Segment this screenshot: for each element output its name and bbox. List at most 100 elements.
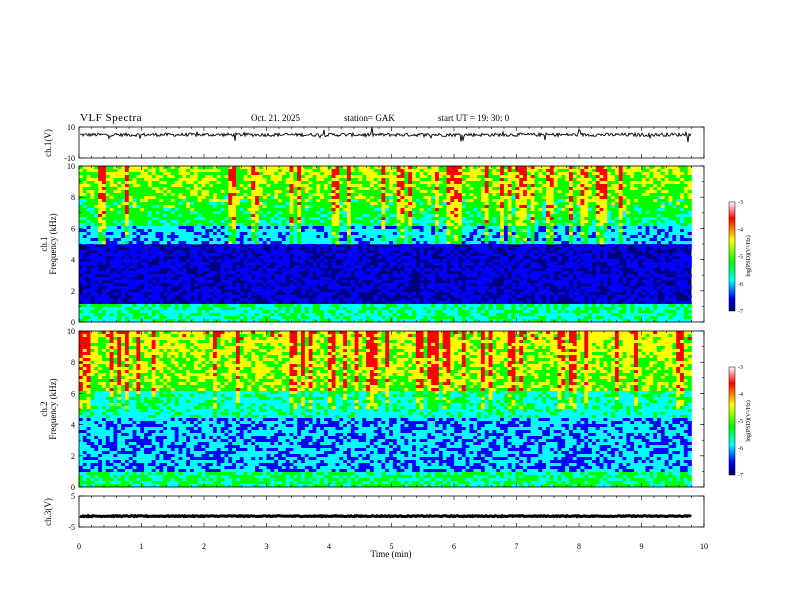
spectrogram-cell [105, 253, 110, 257]
spectrogram-cell [197, 169, 202, 173]
spectrogram-cell [255, 172, 260, 176]
spectrogram-cell [473, 208, 478, 212]
spectrogram-cell [408, 166, 413, 170]
spectrogram-cell [392, 247, 398, 251]
spectrogram-cell [101, 241, 107, 245]
spectrogram-cell [117, 199, 122, 203]
spectrogram-cell [132, 313, 137, 317]
spectrogram-cell [408, 310, 413, 314]
spectrogram-cell [258, 190, 264, 194]
spectrogram-cell [415, 205, 421, 209]
spectrogram-cell [205, 316, 210, 320]
spectrogram-cell [358, 316, 363, 320]
spectrogram-cell [285, 193, 290, 197]
spectrogram-cell [339, 271, 344, 275]
spectrogram-cell [389, 196, 394, 200]
spectrogram-cell [324, 232, 329, 236]
spectrogram-cell [190, 292, 195, 296]
spectrogram-cell [415, 304, 421, 308]
spectrogram-cell [369, 217, 375, 221]
spectrogram-cell [297, 250, 302, 254]
spectrogram-cell [216, 307, 221, 311]
spectrogram-cell [251, 319, 256, 323]
spectrogram-cell [201, 304, 206, 308]
spectrogram-cell [262, 253, 267, 257]
spectrogram-cell [167, 277, 172, 281]
spectrogram-cell [136, 232, 141, 236]
spectrogram-cell [109, 214, 114, 218]
spectrogram-cell [320, 181, 325, 185]
spectrogram-cell [201, 202, 206, 206]
spectrogram-cell [427, 211, 432, 215]
spectrogram-cell [331, 214, 336, 218]
spectrogram-cell [331, 250, 336, 254]
spectrogram-cell [304, 220, 309, 224]
spectrogram-cell [151, 184, 156, 188]
spectrogram-cell [389, 313, 394, 317]
spectrogram-cell [346, 268, 352, 272]
spectrogram-cell [82, 268, 87, 272]
spectrogram-cell [266, 286, 271, 290]
spectrogram-cell [404, 172, 409, 176]
spectrogram-cell [446, 169, 451, 173]
spectrogram-cell [511, 319, 516, 323]
spectrogram-cell [308, 217, 313, 221]
spectrogram-cell [258, 172, 264, 176]
spectrogram-cell [140, 262, 145, 266]
spectrogram-cell [301, 211, 306, 215]
spectrogram-cell [312, 235, 317, 239]
spectrogram-cell [297, 235, 302, 239]
spectrogram-cell [373, 319, 378, 323]
spectrogram-cell [197, 202, 202, 206]
spectrogram-cell [140, 226, 145, 230]
spectrogram-cell [174, 181, 179, 185]
spectrogram-cell [358, 253, 363, 257]
spectrogram-cell [362, 277, 367, 281]
spectrogram-cell [461, 241, 466, 245]
spectrogram-cell [178, 265, 183, 269]
spectrogram-cell [484, 271, 489, 275]
spectrogram-cell [182, 175, 187, 179]
spectrogram-cell [190, 319, 195, 323]
spectrogram-cell [446, 238, 451, 242]
spectrogram-cell [266, 319, 271, 323]
spectrogram-cell [159, 193, 164, 197]
spectrogram-cell [285, 187, 290, 191]
spectrogram-cell [113, 190, 118, 194]
spectrogram-cell [339, 205, 344, 209]
spectrogram-cell [124, 238, 130, 242]
spectrogram-cell [255, 310, 260, 314]
spectrogram-cell [335, 310, 340, 314]
spectrogram-cell [90, 193, 95, 197]
spectrogram-cell [500, 196, 505, 200]
spectrogram-cell [427, 196, 432, 200]
spectrogram-cell [197, 301, 202, 305]
spectrogram-cell [190, 235, 195, 239]
spectrogram-cell [132, 307, 137, 311]
spectrogram-cell [101, 289, 107, 293]
spectrogram-cell [461, 262, 466, 266]
spectrogram-cell [220, 202, 225, 206]
spectrogram-cell [389, 241, 394, 245]
spectrogram-cell [98, 217, 103, 221]
spectrogram-cell [358, 232, 363, 236]
spectrogram-cell [132, 286, 137, 290]
spectrogram-cell [358, 289, 363, 293]
spectrogram-cell [465, 208, 470, 212]
spectrogram-cell [480, 307, 486, 311]
spectrogram-cell [423, 295, 428, 299]
spectrogram-cell [212, 217, 218, 221]
spectrogram-cell [419, 286, 424, 290]
spectrogram-cell [262, 313, 267, 317]
spectrogram-cell [266, 235, 271, 239]
spectrogram-cell [159, 259, 164, 263]
spectrogram-cell [197, 319, 202, 323]
spectrogram-cell [132, 247, 137, 251]
spectrogram-cell [457, 187, 463, 191]
spectrogram-cell [431, 259, 436, 263]
spectrogram-cell [90, 235, 95, 239]
spectrogram-cell [515, 175, 520, 179]
spectrogram-cell [205, 193, 210, 197]
spectrogram-cell [362, 211, 367, 215]
spectrogram-cell [484, 265, 489, 269]
